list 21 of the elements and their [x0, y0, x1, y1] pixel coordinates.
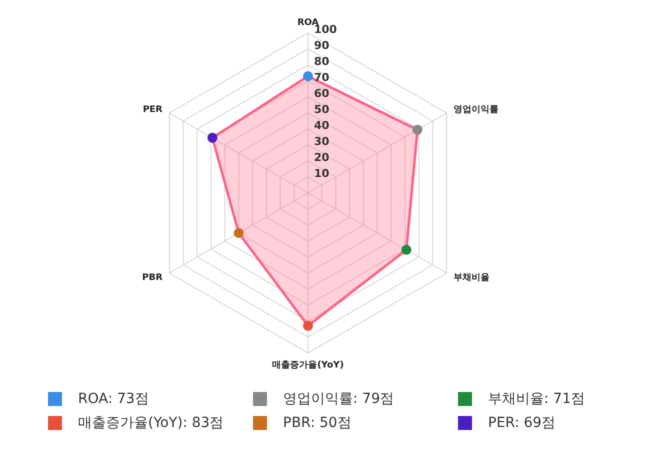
y-tick-label: 10 [314, 167, 330, 180]
text: 영업이익률: 79점 [283, 390, 394, 408]
y-tick-label: 40 [314, 119, 330, 132]
spoke-label: PBR [142, 273, 163, 284]
y-tick-label: 60 [314, 87, 330, 100]
spoke-label: 매출증가율(YoY) [272, 359, 344, 370]
text: ROA: 73점 [78, 390, 149, 408]
y-tick-label: 70 [314, 71, 330, 84]
spoke-label: 영업이익률 [453, 105, 498, 116]
y-tick-label: 50 [314, 103, 330, 116]
text: PBR: 50점 [283, 414, 352, 432]
text: 매출증가율(YoY): 83점 [78, 414, 224, 432]
y-tick-label: 100 [314, 23, 338, 36]
y-tick-label: 30 [314, 135, 330, 148]
y-tick-label: 20 [314, 151, 330, 164]
y-tick-label: 90 [314, 39, 330, 52]
spoke-label: PER [142, 105, 163, 116]
spoke-label: 부채비율 [453, 273, 490, 284]
y-tick-label: 80 [314, 55, 330, 68]
text: PER: 69점 [488, 414, 556, 432]
text: 부채비율: 71점 [488, 390, 585, 408]
